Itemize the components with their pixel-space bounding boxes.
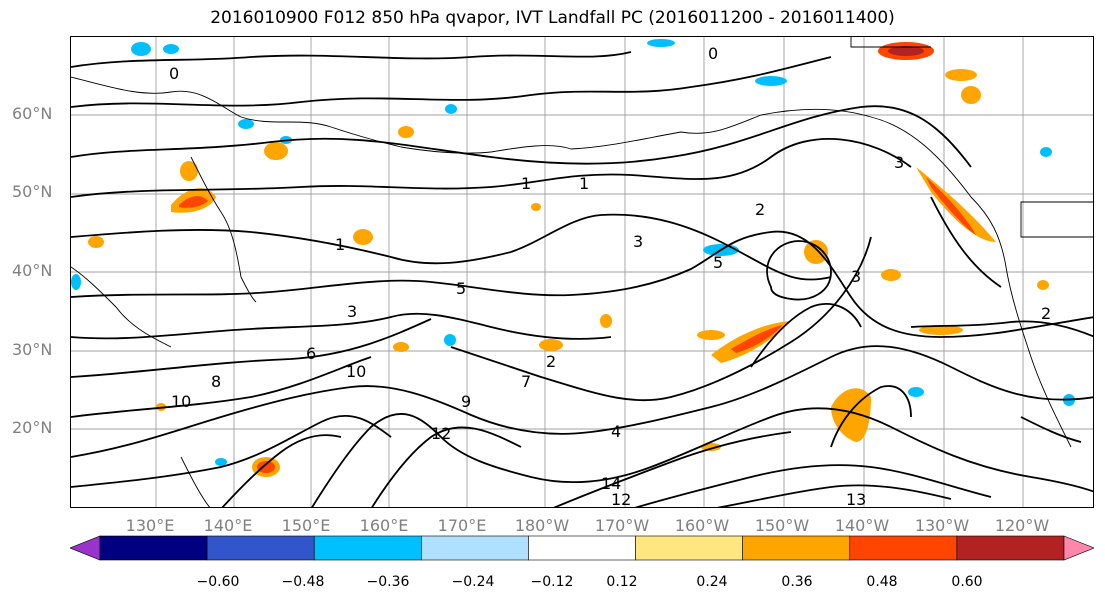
colorbar-tick-label: −0.60 [196, 574, 240, 590]
colorbar-segment [313, 535, 422, 561]
contour-label: 4 [611, 422, 621, 441]
contour-label: 12 [611, 490, 631, 508]
lon-label-170e: 170°E [437, 516, 487, 535]
contour-label: 3 [894, 153, 904, 172]
colorbar-segment [742, 535, 851, 561]
lat-label-60n: 60°N [12, 104, 53, 123]
contour-label: 1 [579, 174, 589, 193]
contour-label: 7 [521, 372, 531, 391]
contour-label: 10 [171, 392, 191, 411]
map-title: 2016010900 F012 850 hPa qvapor, IVT Land… [210, 8, 895, 28]
contour-label: 9 [461, 392, 471, 411]
graticule [71, 37, 1093, 507]
colorbar-segment [635, 535, 743, 561]
contour-label: 2 [755, 200, 765, 219]
lon-label-160e: 160°E [359, 516, 409, 535]
colorbar-tick-label: −0.48 [281, 574, 325, 590]
lon-label-140e: 140°E [203, 516, 253, 535]
colorbar-tick-label: 0.24 [696, 574, 728, 590]
lon-label-180w: 180°W [514, 516, 570, 535]
contour-label: 0 [169, 64, 179, 83]
lat-label-20n: 20°N [12, 418, 53, 437]
contour-label: 2 [546, 352, 556, 371]
map-panel: 0 0 1 1 1 2 2 2 3 3 3 3 4 5 5 6 7 8 9 10… [70, 36, 1094, 508]
contour-label: 5 [713, 253, 723, 272]
coastlines [71, 37, 1093, 507]
contour-label: 13 [846, 490, 866, 508]
map-canvas: 0 0 1 1 1 2 2 2 3 3 3 3 4 5 5 6 7 8 9 10… [71, 37, 1093, 508]
colorbar [70, 535, 1094, 561]
colorbar-tick-label: 0.36 [781, 574, 813, 590]
contour-label: 5 [456, 279, 466, 298]
colorbar-tick-label: −0.36 [366, 574, 410, 590]
lat-label-50n: 50°N [12, 182, 53, 201]
lon-label-130e: 130°E [125, 516, 175, 535]
contour-label: 10 [346, 362, 366, 381]
lon-label-160w: 160°W [674, 516, 730, 535]
colorbar-tick-label: 0.12 [606, 574, 638, 590]
contour-label: 3 [851, 267, 861, 286]
lon-label-140w: 140°W [834, 516, 890, 535]
contour-label: 1 [521, 174, 531, 193]
contour-label: 2 [1041, 304, 1051, 323]
colorbar-segment [1063, 535, 1094, 561]
colorbar-segment [956, 535, 1065, 561]
lon-label-130w: 130°W [914, 516, 970, 535]
colorbar-segment [849, 535, 958, 561]
lon-label-170w: 170°W [594, 516, 650, 535]
colorbar-segment [70, 535, 101, 561]
contour-label: 6 [306, 344, 316, 363]
lat-label-30n: 30°N [12, 340, 53, 359]
contour-label: 12 [431, 424, 451, 443]
colorbar-tick-label: 0.48 [866, 574, 898, 590]
colorbar-segment [421, 535, 529, 561]
contour-label: 3 [347, 302, 357, 321]
lon-label-150e: 150°E [281, 516, 331, 535]
colorbar-segment [528, 535, 636, 561]
vapor-contours [71, 51, 1093, 507]
contour-label: 8 [211, 372, 221, 391]
contour-labels: 0 0 1 1 1 2 2 2 3 3 3 3 4 5 5 6 7 8 9 10… [169, 44, 1051, 508]
lon-label-120w: 120°W [994, 516, 1050, 535]
anomaly-shading [71, 39, 1075, 477]
lat-label-40n: 40°N [12, 261, 53, 280]
contour-label: 0 [708, 44, 718, 63]
contour-label: 1 [335, 235, 345, 254]
colorbar-tick-label: −0.24 [451, 574, 495, 590]
colorbar-segment [99, 535, 208, 561]
lon-label-150w: 150°W [754, 516, 810, 535]
colorbar-tick-label: 0.60 [951, 574, 983, 590]
contour-label: 3 [633, 232, 643, 251]
contour-label: 14 [601, 474, 621, 493]
colorbar-segment [206, 535, 315, 561]
colorbar-tick-label: −0.12 [530, 574, 574, 590]
